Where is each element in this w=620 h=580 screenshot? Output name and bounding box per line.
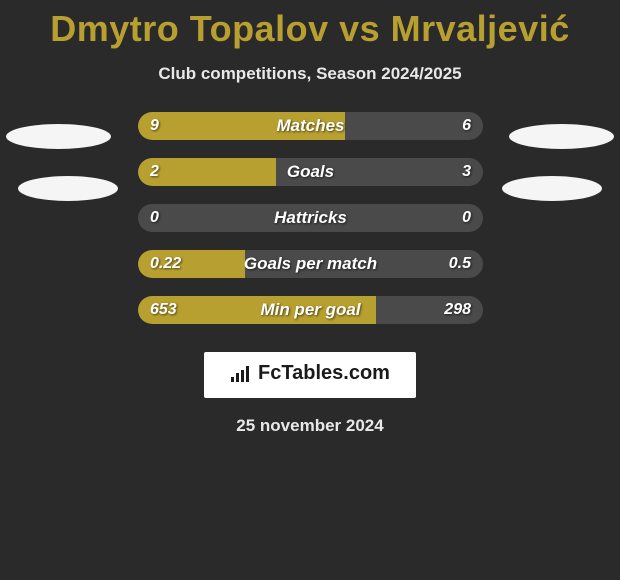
footer: FcTables.com 25 november 2024 (0, 352, 620, 436)
bar-value-right: 0 (462, 204, 471, 232)
page-title: Dmytro Topalov vs Mrvaljević (0, 8, 620, 50)
player-right-photo-2 (502, 176, 602, 201)
bar-row: 0.22Goals per match0.5 (138, 250, 483, 278)
bar-row: 9Matches6 (138, 112, 483, 140)
player-left-photo-2 (18, 176, 118, 201)
bars-container: 9Matches6 2Goals3 0Hattricks0 0.22Goals per… (138, 112, 483, 342)
page-subtitle: Club competitions, Season 2024/2025 (0, 64, 620, 84)
bar-value-right: 0.5 (449, 250, 471, 278)
header: Dmytro Topalov vs Mrvaljević Club compet… (0, 0, 620, 84)
bar-label: Matches (138, 112, 483, 140)
logo-text: FcTables.com (258, 362, 390, 385)
bar-value-right: 3 (462, 158, 471, 186)
chart-icon (230, 365, 252, 383)
bar-label: Goals (138, 158, 483, 186)
bar-label: Hattricks (138, 204, 483, 232)
player-left-photo (6, 124, 111, 149)
bar-value-right: 298 (444, 296, 471, 324)
bar-row: 2Goals3 (138, 158, 483, 186)
bar-row: 0Hattricks0 (138, 204, 483, 232)
bar-label: Min per goal (138, 296, 483, 324)
player-right-photo (509, 124, 614, 149)
bar-label: Goals per match (138, 250, 483, 278)
bar-row: 653Min per goal298 (138, 296, 483, 324)
logo: FcTables.com (230, 362, 390, 385)
logo-box: FcTables.com (204, 352, 416, 398)
footer-date: 25 november 2024 (0, 416, 620, 436)
bar-value-right: 6 (462, 112, 471, 140)
